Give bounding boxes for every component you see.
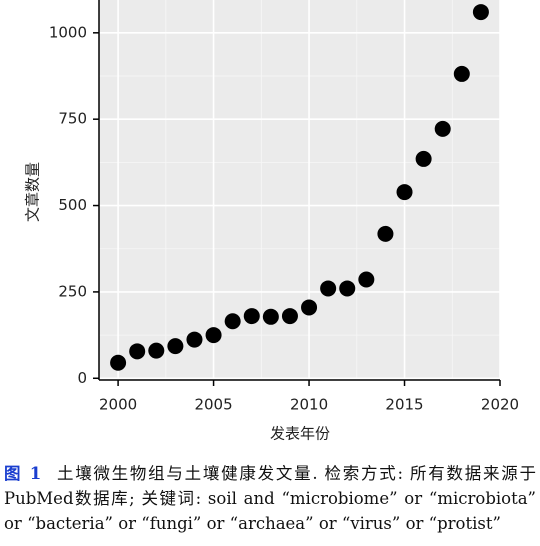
y-tick-label: 0 (77, 369, 87, 387)
point (262, 308, 279, 325)
point (358, 271, 375, 288)
caption: 图 1 土壤微生物组与土壤健康发文量. 检索方式: 所有数据来源于PubMed数据… (4, 461, 536, 536)
point (453, 65, 470, 82)
point (243, 308, 260, 325)
caption-text: 土壤微生物组与土壤健康发文量. 检索方式: 所有数据来源于PubMed数据库; … (4, 464, 537, 533)
caption-label: 图 1 (4, 464, 42, 483)
point (110, 354, 127, 371)
x-axis-label: 发表年份 (270, 425, 330, 443)
y-tick-label: 250 (58, 282, 87, 300)
y-tick-label: 750 (58, 110, 87, 128)
point (129, 343, 146, 360)
point (415, 150, 432, 167)
point (339, 280, 356, 297)
point (301, 299, 318, 316)
point (320, 280, 337, 297)
point (224, 313, 241, 330)
x-tick-label: 2000 (99, 396, 137, 414)
x-tick-label: 2015 (385, 396, 423, 414)
point (167, 338, 184, 355)
x-tick-label: 2020 (481, 396, 519, 414)
x-tick-label: 2010 (290, 396, 328, 414)
chart: 发表年份 文章数量 0 250 500 750 1000 2000 2005 2010 2015… (24, 0, 519, 443)
y-tick-label: 500 (58, 196, 87, 214)
point (377, 225, 394, 242)
point (396, 184, 413, 201)
y-tick-label: 1000 (49, 23, 87, 41)
y-axis-label: 文章数量 (24, 162, 42, 222)
point (281, 308, 298, 325)
x-tick-label: 2005 (194, 396, 232, 414)
plot-background (99, 0, 500, 380)
point (205, 327, 222, 344)
point (186, 331, 203, 348)
point (148, 342, 165, 359)
point (434, 120, 451, 137)
point (472, 4, 489, 21)
